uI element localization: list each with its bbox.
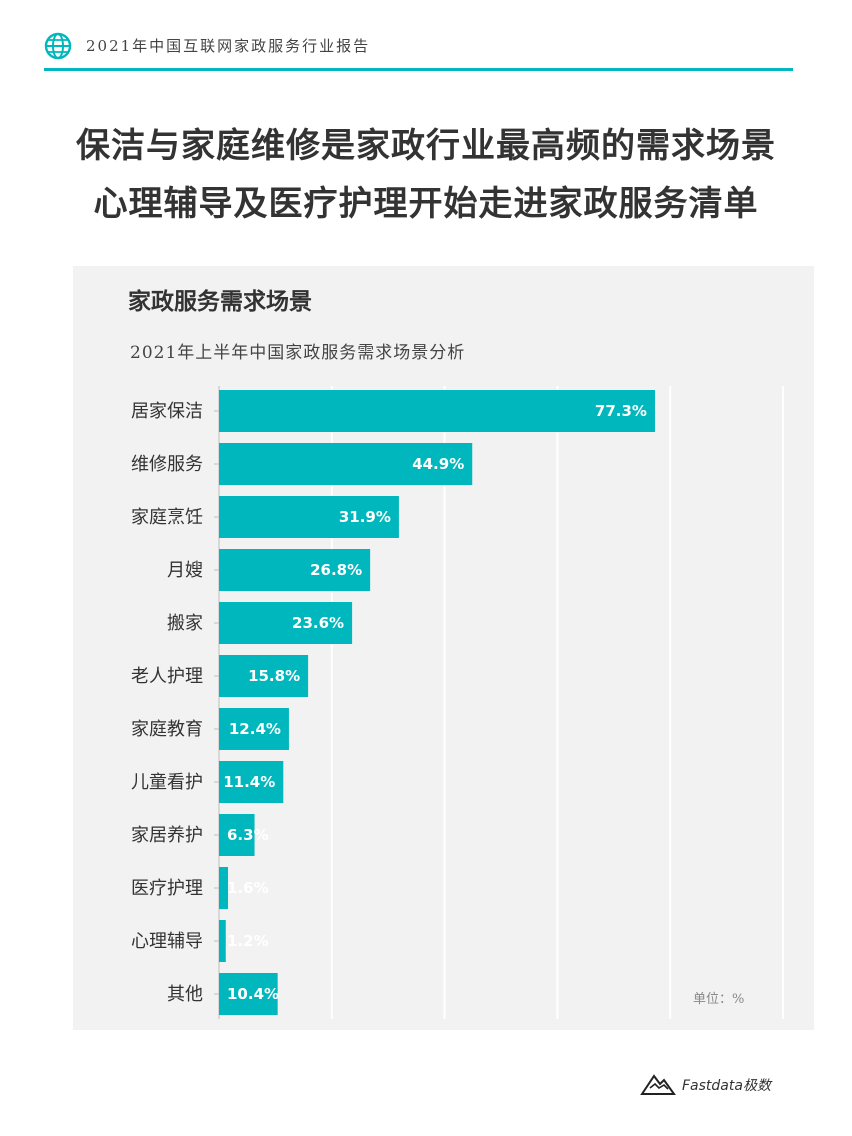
- bar: [219, 708, 289, 750]
- header-divider: [44, 68, 793, 71]
- bar: [219, 973, 278, 1015]
- value-label: 77.3%: [595, 402, 647, 420]
- value-label: 26.8%: [310, 561, 362, 579]
- value-label: 12.4%: [229, 720, 281, 738]
- value-label: 44.9%: [412, 455, 464, 473]
- bar: [219, 390, 655, 432]
- category-label: 医疗护理: [131, 878, 203, 899]
- unit-note: 单位：%: [693, 992, 745, 1007]
- panel-title: 家政服务需求场景: [128, 289, 312, 315]
- bar: [219, 549, 371, 591]
- category-label: 家居养护: [131, 825, 203, 846]
- globe-icon: [44, 32, 72, 60]
- category-label: 月嫂: [167, 560, 203, 581]
- category-label: 搬家: [167, 613, 203, 634]
- bar: [219, 443, 473, 485]
- bar: [219, 496, 399, 538]
- category-label: 儿童看护: [131, 772, 203, 793]
- value-label: 11.4%: [223, 773, 275, 791]
- headline-line-1: 保洁与家庭维修是家政行业最高频的需求场景: [76, 126, 776, 166]
- value-label: 10.4%: [227, 985, 279, 1003]
- mountain-logo-icon: [640, 1074, 676, 1095]
- value-label: 23.6%: [292, 614, 344, 632]
- chart-panel: 家政服务需求场景 2021年上半年中国家政服务需求场景分析 居家保洁 77.3% 维…: [73, 266, 814, 1030]
- category-label: 家庭烹饪: [131, 507, 203, 528]
- report-header: 2021年中国互联网家政服务行业报告: [44, 32, 793, 71]
- brand-name: Fastdata极数: [682, 1078, 771, 1094]
- bar: [219, 814, 255, 856]
- category-label: 居家保洁: [131, 401, 203, 422]
- category-label: 老人护理: [131, 666, 203, 687]
- bar: [219, 867, 229, 909]
- bar: [219, 602, 353, 644]
- value-label: 31.9%: [339, 508, 391, 526]
- value-label: 1.6%: [227, 879, 269, 897]
- value-label: 15.8%: [248, 667, 300, 685]
- bar: [219, 655, 309, 697]
- category-label: 家庭教育: [131, 719, 203, 740]
- headline-line-2: 心理辅导及医疗护理开始走进家政服务清单: [93, 184, 759, 224]
- category-label: 维修服务: [131, 454, 203, 475]
- category-label: 其他: [167, 984, 203, 1005]
- report-title: 2021年中国互联网家政服务行业报告: [86, 37, 371, 55]
- bar: [219, 920, 226, 962]
- footer-logo: Fastdata极数: [640, 1068, 800, 1104]
- chart-title: 2021年上半年中国家政服务需求场景分析: [130, 343, 466, 363]
- value-label: 1.2%: [227, 932, 269, 950]
- category-label: 心理辅导: [131, 931, 203, 952]
- bar-chart: 居家保洁 77.3% 维修服务 44.9% 家庭烹饪 31.9% 月嫂 26.8% 搬家 23.6…: [131, 386, 784, 1019]
- bar: [219, 761, 284, 803]
- value-label: 6.3%: [227, 826, 269, 844]
